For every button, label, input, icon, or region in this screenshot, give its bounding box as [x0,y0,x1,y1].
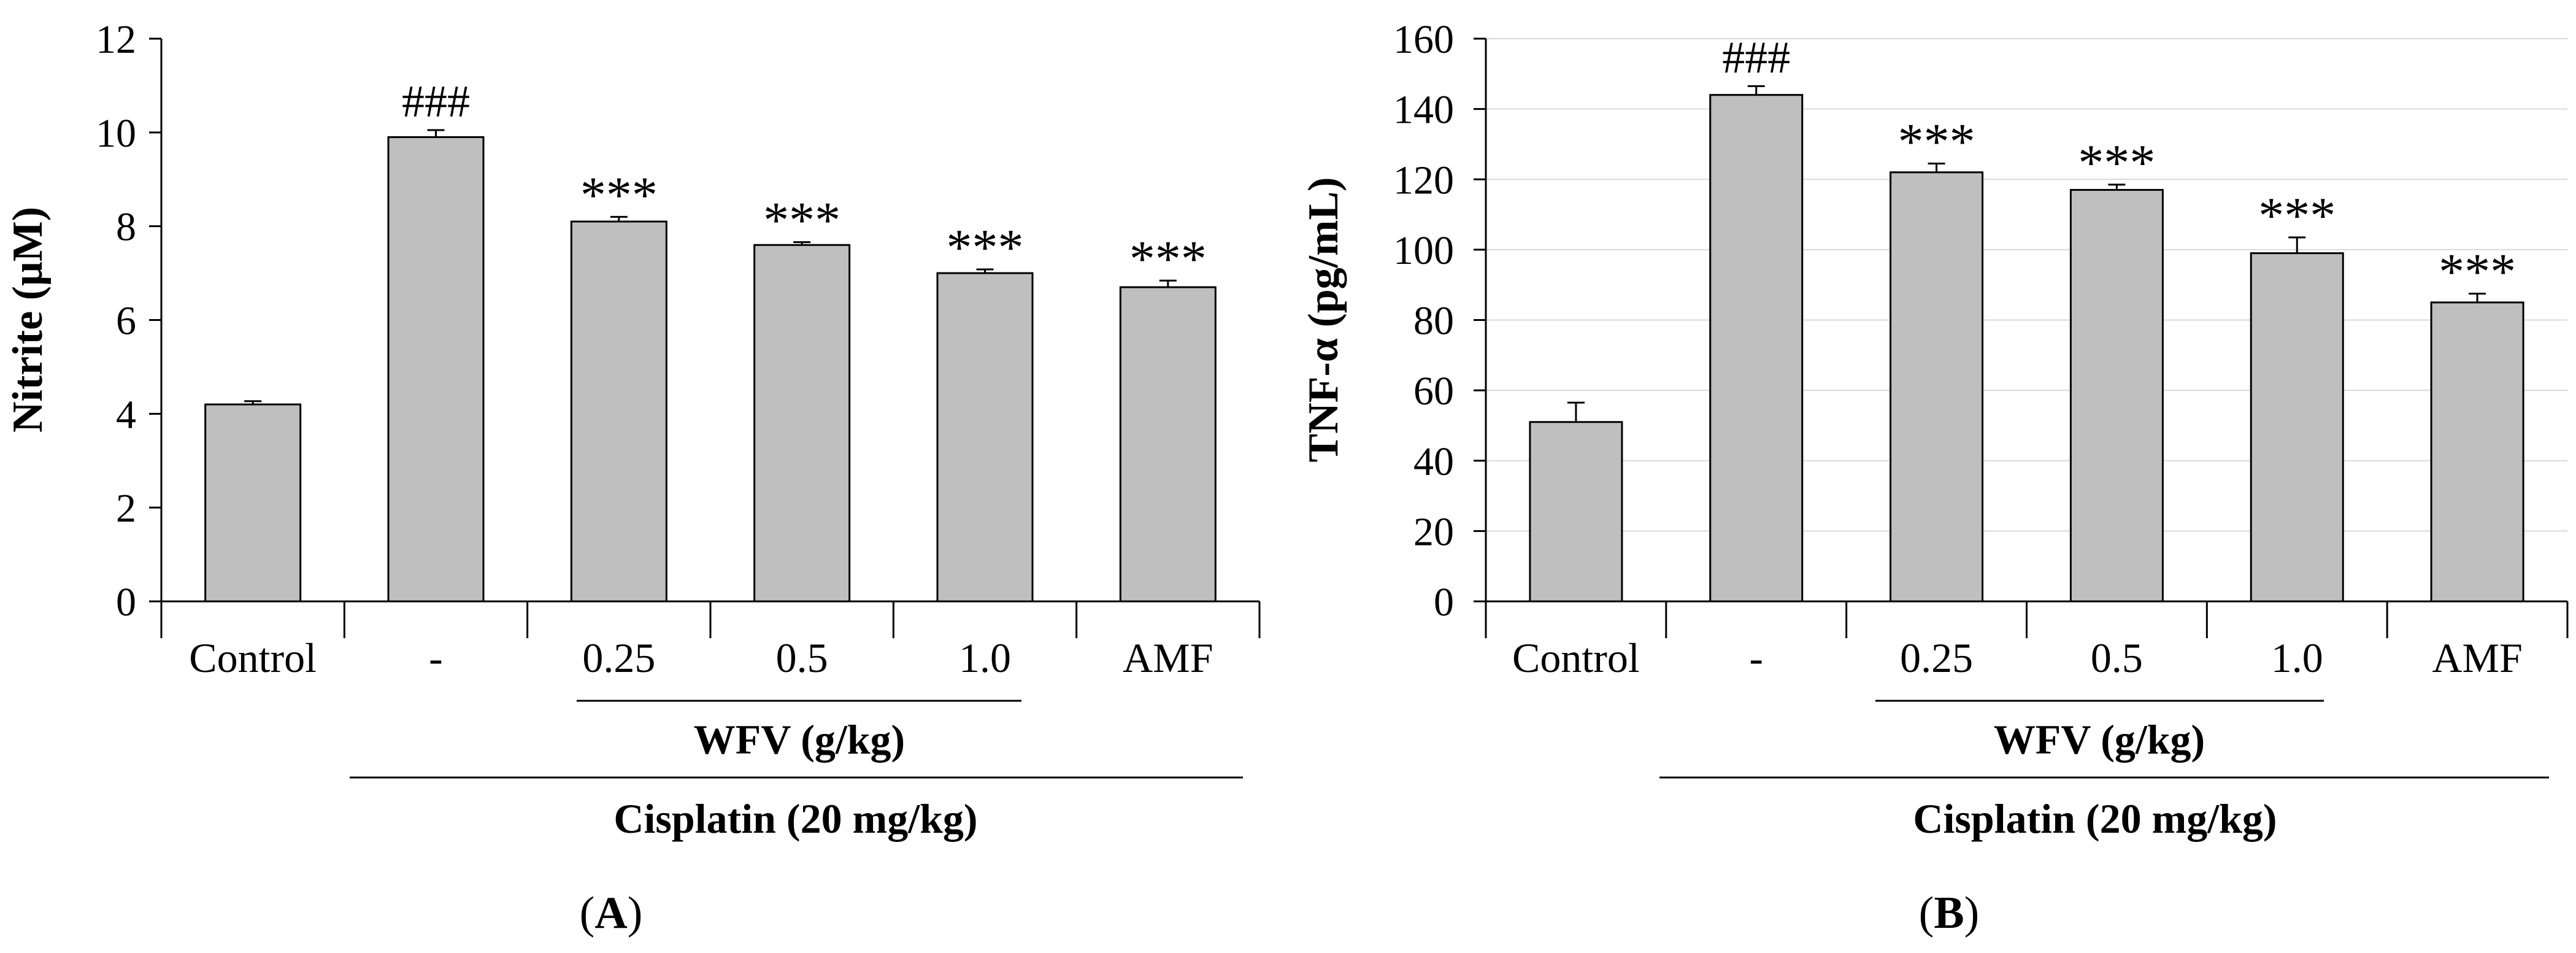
bar-1 [1529,421,1623,603]
bar-3 [1890,171,1984,603]
y-tick-label: 160 [1393,17,1454,62]
bar-4 [2069,188,2164,603]
panel-a-annotations: ### *** *** *** *** [402,77,1207,287]
y-tick-label: 12 [96,17,136,62]
bar-2 [1709,94,1804,603]
x-tick-label: - [429,635,443,681]
x-tick-label: AMF [2432,635,2522,681]
significance-annotation: *** [2258,187,2336,244]
panel-b-x-tick-labels: Control - 0.25 0.5 1.0 AMF [1512,635,2523,681]
panel-b: ### *** *** *** *** 0 20 40 60 80 100 120 140 160 Co… [1300,17,2569,938]
y-tick-label: 0 [1434,580,1454,625]
significance-annotation: *** [947,219,1024,276]
significance-annotation: *** [580,166,658,223]
panel-b-y-ticks: 0 20 40 60 80 100 120 140 160 [1393,17,1486,625]
bar-6 [1119,286,1217,603]
panel-a-y-axis-label: Nitrite (μM) [4,207,52,433]
panel-b-x-ticks [1485,601,2569,638]
panel-a-error-bars [244,129,1177,405]
panel-a-y-ticks: 0 2 4 6 8 10 12 [96,17,161,625]
bar-1 [204,403,302,603]
significance-annotation: *** [1129,230,1207,287]
y-tick-label: 8 [116,205,136,250]
panel-b-cisplatin-label: Cisplatin (20 mg/kg) [1913,795,2277,842]
significance-annotation: *** [1898,113,1975,170]
significance-annotation: *** [763,192,840,249]
x-tick-label: 0.25 [582,635,655,681]
x-tick-label: 0.25 [1900,635,1973,681]
panel-a: ### *** *** *** *** 0 2 4 6 8 10 12 Control - 0.25 0.… [4,17,1261,938]
bar-5 [2250,252,2344,603]
bar-3 [570,220,667,603]
y-tick-label: 40 [1413,439,1454,484]
x-tick-label: Control [189,635,317,681]
bar-4 [753,244,851,603]
significance-annotation: ### [402,77,470,127]
y-tick-label: 60 [1413,369,1454,414]
x-tick-label: - [1749,635,1763,681]
panel-a-cisplatin-label: Cisplatin (20 mg/kg) [613,795,977,842]
bar-2 [387,136,485,603]
y-tick-label: 0 [116,580,136,625]
y-tick-label: 6 [116,299,136,344]
bar-6 [2430,301,2524,603]
panel-b-gridlines [1486,38,2567,532]
y-tick-label: 80 [1413,299,1454,344]
x-tick-label: 1.0 [2271,635,2323,681]
panel-b-bars [1529,94,2524,603]
x-tick-label: 0.5 [776,635,828,681]
y-tick-label: 140 [1393,88,1454,133]
y-tick-label: 20 [1413,509,1454,554]
panel-a-wfv-label: WFV (g/kg) [694,716,905,763]
panel-b-error-bars [1567,85,2486,422]
x-tick-label: 0.5 [2091,635,2143,681]
y-tick-label: 120 [1393,158,1454,203]
panel-b-wfv-label: WFV (g/kg) [1994,716,2205,763]
x-tick-label: AMF [1123,635,1213,681]
significance-annotation: ### [1722,33,1790,83]
y-tick-label: 10 [96,111,136,156]
x-tick-label: 1.0 [959,635,1011,681]
panel-a-x-ticks [160,601,1261,638]
panel-a-x-tick-labels: Control - 0.25 0.5 1.0 AMF [189,635,1213,681]
bar-5 [936,272,1034,603]
panel-a-bars [204,136,1217,603]
y-tick-label: 100 [1393,228,1454,273]
panel-b-annotations: ### *** *** *** *** [1722,33,2516,300]
panel-a-label: (A) [580,888,643,938]
y-tick-label: 2 [116,486,136,531]
panel-b-y-axis-label: TNF-α (pg/mL) [1300,177,1347,463]
x-tick-label: Control [1512,635,1640,681]
significance-annotation: *** [2439,244,2516,301]
panel-b-label: (B) [1919,888,1980,938]
y-tick-label: 4 [116,392,136,437]
significance-annotation: *** [2078,134,2155,191]
